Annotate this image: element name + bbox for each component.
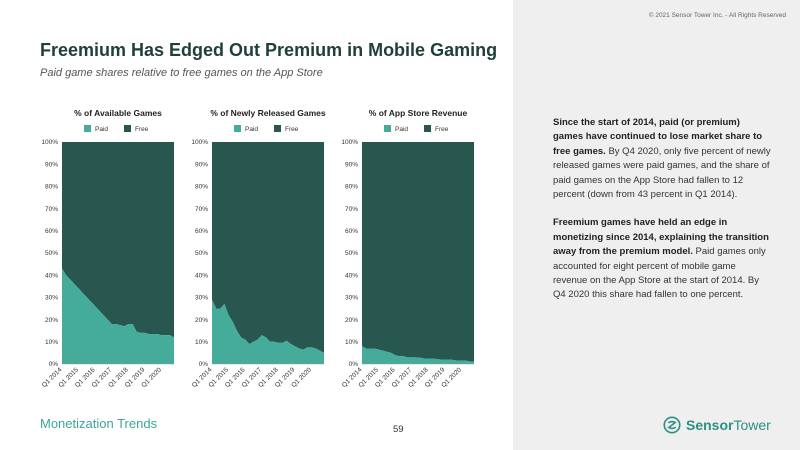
y-tick-label: 70% bbox=[195, 206, 208, 213]
sensor-tower-logo: SensorTower bbox=[663, 415, 771, 435]
y-tick-label: 80% bbox=[45, 184, 58, 191]
summary-paragraph-1: Since the start of 2014, paid (or premiu… bbox=[553, 116, 771, 202]
logo-text-light: Tower bbox=[733, 417, 771, 433]
area-paid bbox=[212, 299, 324, 364]
y-tick-label: 40% bbox=[45, 272, 58, 279]
y-tick-label: 10% bbox=[45, 339, 58, 346]
y-tick-label: 30% bbox=[345, 295, 358, 302]
y-tick-label: 10% bbox=[345, 339, 358, 346]
legend-swatch-paid bbox=[234, 125, 241, 132]
chart-svg: % of Available Games Paid Free 0% 10% 20% 30% 4… bbox=[41, 108, 174, 389]
y-tick-label: 70% bbox=[45, 206, 58, 213]
y-tick-label: 30% bbox=[45, 295, 58, 302]
y-tick-label: 90% bbox=[195, 161, 208, 168]
y-tick-label: 60% bbox=[345, 228, 358, 235]
y-tick-label: 50% bbox=[195, 250, 208, 257]
logo-text-bold: Sensor bbox=[686, 417, 734, 433]
legend-label-paid: Paid bbox=[245, 126, 258, 133]
legend-label-free: Free bbox=[435, 126, 449, 133]
area-paid bbox=[62, 268, 174, 364]
y-tick-label: 100% bbox=[41, 139, 58, 146]
copyright-notice: © 2021 Sensor Tower Inc. - All Rights Re… bbox=[648, 12, 786, 19]
section-label: Monetization Trends bbox=[40, 416, 158, 431]
y-tick-label: 50% bbox=[345, 250, 358, 257]
legend-swatch-free bbox=[274, 125, 281, 132]
legend-swatch-paid bbox=[384, 125, 391, 132]
legend-label-paid: Paid bbox=[95, 126, 108, 133]
y-tick-label: 20% bbox=[45, 317, 58, 324]
y-tick-label: 0% bbox=[49, 361, 59, 368]
summary-paragraph-2: Freemium games have held an edge in mone… bbox=[553, 216, 771, 302]
chart-title: % of Newly Released Games bbox=[210, 108, 326, 118]
y-tick-label: 40% bbox=[195, 272, 208, 279]
sensor-tower-logo-icon bbox=[663, 416, 681, 434]
y-tick-label: 80% bbox=[345, 184, 358, 191]
chart-title: % of Available Games bbox=[74, 108, 162, 118]
legend-swatch-free bbox=[124, 125, 131, 132]
summary-text: Since the start of 2014, paid (or premiu… bbox=[553, 116, 771, 317]
area-free bbox=[362, 142, 474, 362]
logo-text: SensorTower bbox=[686, 417, 771, 433]
page-number: 59 bbox=[393, 424, 404, 435]
summary-p2-bold: Freemium games have held an edge in mone… bbox=[553, 217, 769, 258]
chart-newly-released-games: % of Newly Released Games Paid Free 0% 10% 20… bbox=[188, 100, 348, 400]
summary-p1-bold: Since the start of 2014, paid (or premiu… bbox=[553, 117, 763, 157]
y-tick-label: 40% bbox=[345, 272, 358, 279]
page-title: Freemium Has Edged Out Premium in Mobile… bbox=[40, 40, 498, 60]
page-subtitle: Paid game shares relative to free games … bbox=[40, 67, 323, 79]
legend-swatch-paid bbox=[84, 125, 91, 132]
right-panel bbox=[513, 0, 800, 450]
chart-available-games: % of Available Games Paid Free 0% 10% 20% 30% 4… bbox=[38, 100, 198, 400]
legend-label-paid: Paid bbox=[395, 126, 408, 133]
area-free bbox=[62, 142, 174, 338]
y-tick-label: 0% bbox=[349, 361, 359, 368]
summary-p2-text: Paid games only accounted for eight perc… bbox=[553, 246, 766, 301]
y-tick-label: 60% bbox=[195, 228, 208, 235]
legend-label-free: Free bbox=[135, 126, 149, 133]
y-tick-label: 70% bbox=[345, 206, 358, 213]
y-tick-label: 10% bbox=[195, 339, 208, 346]
y-tick-label: 90% bbox=[345, 161, 358, 168]
y-tick-label: 50% bbox=[45, 250, 58, 257]
chart-svg: % of Newly Released Games Paid Free 0% 10% 20… bbox=[191, 108, 326, 389]
y-tick-label: 0% bbox=[199, 361, 209, 368]
chart-title: % of App Store Revenue bbox=[369, 108, 468, 118]
y-tick-label: 90% bbox=[45, 161, 58, 168]
legend-label-free: Free bbox=[285, 126, 299, 133]
chart-svg: % of App Store Revenue Paid Free 0% 10% 20% 30… bbox=[341, 108, 474, 389]
y-tick-label: 30% bbox=[195, 295, 208, 302]
y-tick-label: 80% bbox=[195, 184, 208, 191]
y-tick-label: 100% bbox=[341, 139, 358, 146]
y-tick-label: 60% bbox=[45, 228, 58, 235]
y-tick-label: 20% bbox=[345, 317, 358, 324]
y-tick-label: 100% bbox=[191, 139, 208, 146]
area-free bbox=[212, 142, 324, 353]
area-paid bbox=[362, 346, 474, 364]
y-tick-label: 20% bbox=[195, 317, 208, 324]
summary-p1-text: By Q4 2020, only five percent of newly r… bbox=[553, 145, 771, 201]
chart-app-store-revenue: % of App Store Revenue Paid Free 0% 10% 20% 30… bbox=[338, 100, 498, 400]
legend-swatch-free bbox=[424, 125, 431, 132]
